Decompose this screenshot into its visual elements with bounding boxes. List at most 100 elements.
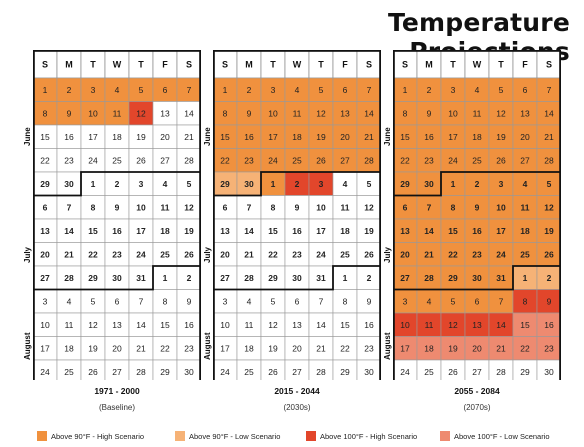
era-label-baseline: (Baseline) xyxy=(98,403,135,412)
day-number: 5 xyxy=(499,85,504,95)
calendar-border xyxy=(393,50,561,380)
day-header-label: M xyxy=(245,60,253,70)
day-number: 4 xyxy=(343,179,348,189)
day-number: 2 xyxy=(67,85,72,95)
day-number: 1 xyxy=(523,273,528,283)
day-header-label: W xyxy=(473,60,482,70)
day-number: 4 xyxy=(475,85,480,95)
day-number: 2 xyxy=(187,273,192,283)
day-number: 29 xyxy=(88,273,98,283)
day-number: 13 xyxy=(340,108,350,118)
day-number: 11 xyxy=(521,202,530,212)
legend-item-high90: Above 90°F - High Scenario xyxy=(37,429,144,443)
day-number: 2 xyxy=(427,85,432,95)
day-number: 30 xyxy=(472,273,482,283)
day-number: 28 xyxy=(496,367,506,377)
day-number: 1 xyxy=(91,179,96,189)
day-number: 3 xyxy=(139,179,144,189)
day-number: 19 xyxy=(136,132,146,142)
day-header-cell xyxy=(440,50,466,79)
day-number: 24 xyxy=(316,249,326,259)
day-header-label: S xyxy=(366,60,372,70)
day-number: 11 xyxy=(473,108,482,118)
day-number: 29 xyxy=(520,367,530,377)
legend-label-high90: Above 90°F - High Scenario xyxy=(51,431,145,441)
day-number: 24 xyxy=(400,367,410,377)
day-number: 20 xyxy=(472,343,482,353)
day-number: 3 xyxy=(43,296,48,306)
day-number: 4 xyxy=(295,85,300,95)
day-number: 11 xyxy=(341,202,350,212)
day-number: 13 xyxy=(40,226,50,236)
day-number: 30 xyxy=(364,367,374,377)
day-number: 19 xyxy=(316,132,326,142)
day-number: 2 xyxy=(295,179,300,189)
day-number: 30 xyxy=(544,367,554,377)
day-number: 13 xyxy=(400,226,410,236)
july-august-boundary xyxy=(33,265,201,291)
day-number: 13 xyxy=(220,226,230,236)
day-number: 17 xyxy=(268,132,278,142)
day-number: 3 xyxy=(223,296,228,306)
day-number: 30 xyxy=(244,179,254,189)
day-number: 22 xyxy=(400,155,410,165)
day-number: 17 xyxy=(400,343,410,353)
day-number: 9 xyxy=(427,108,432,118)
legend-swatch-high90 xyxy=(37,431,47,441)
day-number: 12 xyxy=(88,320,98,330)
day-number: 11 xyxy=(113,108,122,118)
day-number: 9 xyxy=(295,202,300,212)
day-number: 10 xyxy=(40,320,50,330)
day-number: 27 xyxy=(220,273,230,283)
day-header-label: T xyxy=(90,60,96,70)
day-number: 23 xyxy=(184,343,194,353)
day-number: 1 xyxy=(343,273,348,283)
july-august-boundary xyxy=(213,265,381,291)
month-label-june: June xyxy=(23,127,32,147)
day-header-label: W xyxy=(113,60,122,70)
day-number: 22 xyxy=(40,155,50,165)
day-number: 23 xyxy=(244,155,254,165)
day-number: 18 xyxy=(244,343,254,353)
day-number: 20 xyxy=(520,132,530,142)
day-number: 10 xyxy=(88,108,98,118)
day-number: 23 xyxy=(364,343,374,353)
day-number: 25 xyxy=(292,155,302,165)
day-header-label: F xyxy=(522,60,528,70)
day-header-label: T xyxy=(450,60,456,70)
day-number: 15 xyxy=(400,132,410,142)
day-number: 8 xyxy=(271,202,276,212)
day-number: 17 xyxy=(136,226,146,236)
legend-swatch-high100 xyxy=(306,431,316,441)
day-number: 23 xyxy=(424,155,434,165)
day-number: 4 xyxy=(427,296,432,306)
day-number: 28 xyxy=(544,155,554,165)
day-number: 28 xyxy=(64,273,74,283)
day-cell xyxy=(536,359,561,380)
day-number: 27 xyxy=(292,367,302,377)
day-number: 27 xyxy=(520,155,530,165)
day-number: 26 xyxy=(544,249,554,259)
day-number: 17 xyxy=(220,343,230,353)
day-number: 17 xyxy=(88,132,98,142)
day-number: 23 xyxy=(472,249,482,259)
era-label-2070s: (2070s) xyxy=(463,403,491,412)
july-august-boundary xyxy=(393,265,561,291)
day-number: 24 xyxy=(136,249,146,259)
day-number: 5 xyxy=(319,85,324,95)
day-number: 30 xyxy=(292,273,302,283)
day-number: 7 xyxy=(187,85,192,95)
day-number: 31 xyxy=(136,273,146,283)
day-number: 25 xyxy=(340,249,350,259)
day-number: 2 xyxy=(475,179,480,189)
day-number: 25 xyxy=(160,249,170,259)
calendar-border xyxy=(33,50,201,380)
day-number: 22 xyxy=(340,343,350,353)
day-number: 26 xyxy=(136,155,146,165)
day-number: 1 xyxy=(223,85,228,95)
day-number: 9 xyxy=(187,296,192,306)
month-label-august: August xyxy=(23,332,32,360)
day-number: 5 xyxy=(91,296,96,306)
day-number: 13 xyxy=(472,320,482,330)
day-number: 31 xyxy=(316,273,326,283)
